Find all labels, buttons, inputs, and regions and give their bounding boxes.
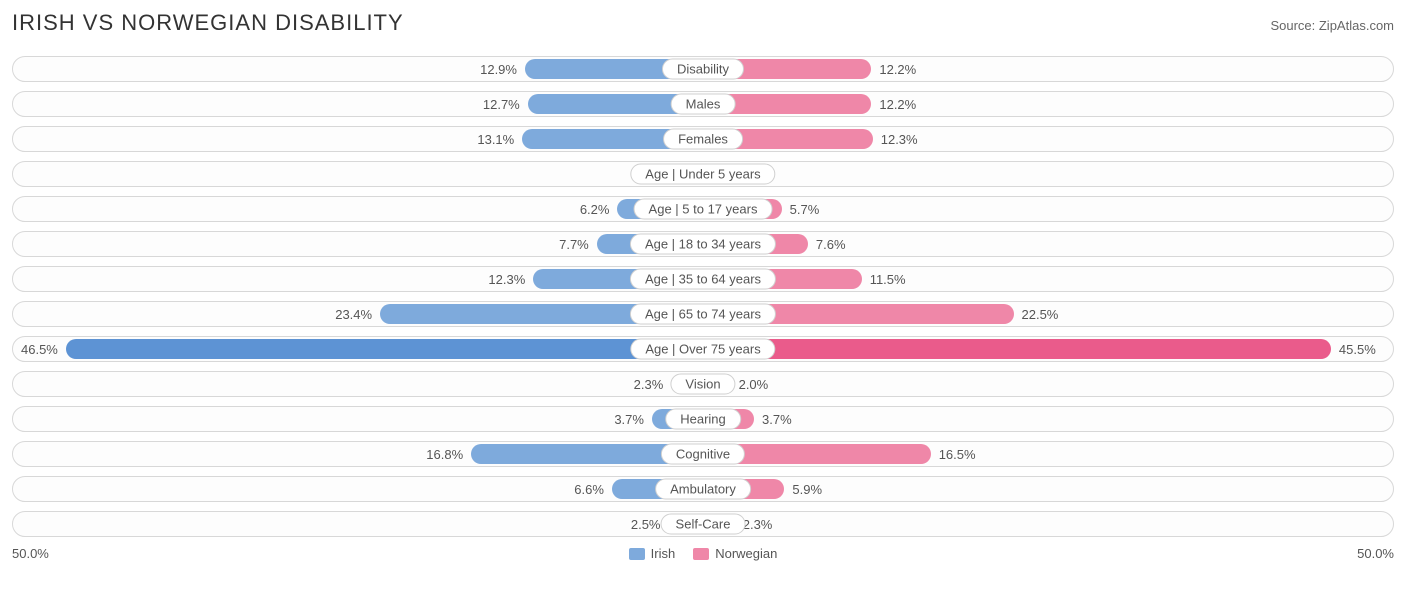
row-right-half: 11.5% — [703, 269, 1393, 289]
row-right-value: 12.2% — [871, 97, 924, 112]
row-left-half: 12.3% — [13, 269, 703, 289]
row-right-half: 1.7% — [703, 164, 1393, 184]
row-category-label: Males — [671, 94, 736, 115]
row-right-value: 11.5% — [862, 272, 914, 287]
row-left-half: 2.5% — [13, 514, 703, 534]
row-left-half: 16.8% — [13, 444, 703, 464]
chart-row: 3.7% 3.7% Hearing — [12, 406, 1394, 432]
row-left-half: 12.9% — [13, 59, 703, 79]
chart-row: 1.7%1.7%Age | Under 5 years — [12, 161, 1394, 187]
row-left-value: 7.7% — [551, 237, 597, 252]
legend-label-norwegian: Norwegian — [715, 546, 777, 561]
row-category-label: Vision — [670, 374, 735, 395]
row-right-value: 45.5% — [1331, 342, 1384, 357]
row-category-label: Hearing — [665, 409, 741, 430]
row-left-value: 3.7% — [606, 412, 652, 427]
row-right-half: 45.5% — [703, 339, 1393, 359]
row-left-half: 13.1% — [13, 129, 703, 149]
row-right-half: 5.7% — [703, 199, 1393, 219]
row-left-half: 1.7% — [13, 164, 703, 184]
row-left-half: 6.2% — [13, 199, 703, 219]
row-left-value: 12.3% — [480, 272, 533, 287]
chart-title: IRISH VS NORWEGIAN DISABILITY — [12, 10, 404, 36]
row-right-half: 12.3% — [703, 129, 1393, 149]
row-right-value: 7.6% — [808, 237, 854, 252]
row-left-half: 12.7% — [13, 94, 703, 114]
legend-item-irish: Irish — [629, 546, 676, 561]
row-category-label: Cognitive — [661, 444, 745, 465]
row-right-half: 22.5% — [703, 304, 1393, 324]
row-left-half: 46.5% — [13, 339, 703, 359]
row-left-half: 2.3% — [13, 374, 703, 394]
row-left-value: 23.4% — [327, 307, 380, 322]
row-left-half: 6.6% — [13, 479, 703, 499]
row-left-value: 6.6% — [566, 482, 612, 497]
row-category-label: Age | 5 to 17 years — [634, 199, 773, 220]
row-category-label: Age | 65 to 74 years — [630, 304, 776, 325]
row-right-half: 7.6% — [703, 234, 1393, 254]
chart-row: 16.8% 16.5% Cognitive — [12, 441, 1394, 467]
row-left-value: 12.9% — [472, 62, 525, 77]
legend: Irish Norwegian — [629, 546, 778, 561]
chart-row: 6.6% 5.9% Ambulatory — [12, 476, 1394, 502]
row-right-half: 5.9% — [703, 479, 1393, 499]
row-right-half: 3.7% — [703, 409, 1393, 429]
row-left-half: 3.7% — [13, 409, 703, 429]
row-right-value: 12.3% — [873, 132, 926, 147]
chart-row: 2.3% 2.0%Vision — [12, 371, 1394, 397]
axis-max-left: 50.0% — [12, 546, 629, 561]
row-left-bar — [66, 339, 703, 359]
legend-label-irish: Irish — [651, 546, 676, 561]
row-right-value: 5.7% — [782, 202, 828, 217]
row-category-label: Age | Under 5 years — [630, 164, 775, 185]
row-right-value: 2.0% — [731, 377, 777, 392]
row-right-value: 12.2% — [871, 62, 924, 77]
legend-swatch-norwegian — [693, 548, 709, 560]
row-right-half: 2.3% — [703, 514, 1393, 534]
row-left-half: 23.4% — [13, 304, 703, 324]
axis-max-right: 50.0% — [777, 546, 1394, 561]
chart-row: 7.7% 7.6% Age | 18 to 34 years — [12, 231, 1394, 257]
row-category-label: Age | 35 to 64 years — [630, 269, 776, 290]
row-left-value: 2.3% — [626, 377, 672, 392]
diverging-bar-chart: 12.9% 12.2% Disability 12.7% 12.2% Males 13.1%… — [12, 56, 1394, 537]
row-right-half: 2.0% — [703, 374, 1393, 394]
row-category-label: Age | Over 75 years — [630, 339, 775, 360]
row-category-label: Ambulatory — [655, 479, 751, 500]
row-category-label: Females — [663, 129, 743, 150]
row-right-half: 12.2% — [703, 94, 1393, 114]
row-left-value: 46.5% — [13, 342, 66, 357]
row-right-value: 16.5% — [931, 447, 984, 462]
chart-row: 6.2% 5.7% Age | 5 to 17 years — [12, 196, 1394, 222]
row-left-value: 6.2% — [572, 202, 618, 217]
chart-header: IRISH VS NORWEGIAN DISABILITY Source: Zi… — [12, 10, 1394, 36]
row-right-half: 16.5% — [703, 444, 1393, 464]
row-right-half: 12.2% — [703, 59, 1393, 79]
row-category-label: Self-Care — [661, 514, 746, 535]
row-category-label: Age | 18 to 34 years — [630, 234, 776, 255]
legend-item-norwegian: Norwegian — [693, 546, 777, 561]
chart-row: 46.5% 45.5% Age | Over 75 years — [12, 336, 1394, 362]
row-left-value: 16.8% — [418, 447, 471, 462]
chart-source: Source: ZipAtlas.com — [1270, 18, 1394, 33]
row-right-value: 3.7% — [754, 412, 800, 427]
chart-row: 12.7% 12.2% Males — [12, 91, 1394, 117]
chart-row: 23.4% 22.5% Age | 65 to 74 years — [12, 301, 1394, 327]
row-right-value: 5.9% — [784, 482, 830, 497]
chart-footer: 50.0% Irish Norwegian 50.0% — [12, 546, 1394, 561]
row-left-half: 7.7% — [13, 234, 703, 254]
row-left-value: 12.7% — [475, 97, 528, 112]
chart-row: 12.9% 12.2% Disability — [12, 56, 1394, 82]
chart-row: 13.1% 12.3% Females — [12, 126, 1394, 152]
chart-row: 12.3% 11.5% Age | 35 to 64 years — [12, 266, 1394, 292]
chart-row: 2.5%2.3%Self-Care — [12, 511, 1394, 537]
row-right-value: 22.5% — [1014, 307, 1067, 322]
row-left-value: 13.1% — [469, 132, 522, 147]
legend-swatch-irish — [629, 548, 645, 560]
row-category-label: Disability — [662, 59, 744, 80]
row-right-bar — [703, 339, 1331, 359]
